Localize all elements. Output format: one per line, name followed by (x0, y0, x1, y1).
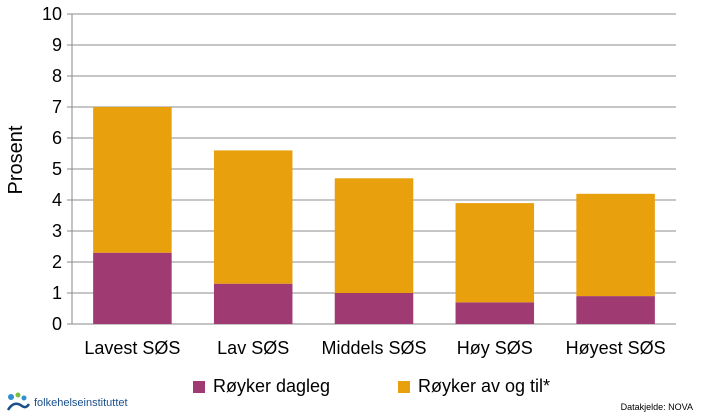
legend-swatch-daily (193, 380, 205, 393)
x-tick-label: Middels SØS (321, 338, 426, 358)
y-tick-label: 10 (42, 4, 62, 24)
logo-text: folkehelseinstituttet (34, 397, 128, 409)
legend-item-occasional: Røyker av og til* (398, 376, 550, 397)
bar-occasional (455, 203, 535, 303)
y-axis-ticks: 0 1 2 3 4 5 6 7 8 9 10 (42, 4, 73, 334)
bar-daily (455, 302, 535, 324)
bar-daily (334, 293, 414, 324)
y-tick-label: 8 (52, 66, 62, 86)
stacked-bar-chart: 0 1 2 3 4 5 6 7 8 9 10 Lavest SØS Lav SØS Middels SØ… (5, 4, 676, 358)
x-axis-labels: Lavest SØS Lav SØS Middels SØS Høy SØS Høyes… (84, 338, 665, 358)
x-tick-label: Høyest SØS (566, 338, 666, 358)
y-tick-label: 2 (52, 252, 62, 272)
data-source: Datakjelde: NOVA (620, 402, 693, 412)
y-tick-label: 7 (52, 97, 62, 117)
y-axis-title: Prosent (5, 125, 27, 194)
fhi-logo-icon (6, 392, 30, 411)
y-tick-label: 6 (52, 128, 62, 148)
legend-label-occasional: Røyker av og til* (418, 376, 551, 396)
bar-daily (93, 252, 172, 324)
logo: folkehelseinstituttet (6, 392, 128, 414)
y-tick-label: 1 (52, 283, 62, 303)
legend-swatch-occasional (398, 380, 410, 393)
bar-daily (213, 283, 293, 324)
x-tick-label: Høy SØS (457, 338, 533, 358)
y-tick-label: 0 (52, 314, 62, 334)
bar-occasional (334, 178, 414, 293)
bar-occasional (213, 150, 293, 284)
bar-occasional (93, 107, 172, 253)
y-tick-label: 9 (52, 35, 62, 55)
legend-item-daily: Røyker dagleg (193, 376, 330, 397)
y-tick-label: 5 (52, 159, 62, 179)
bar-daily (576, 296, 655, 324)
x-tick-label: Lavest SØS (84, 338, 180, 358)
y-tick-label: 3 (52, 221, 62, 241)
legend-label-daily: Røyker dagleg (213, 376, 331, 396)
bar-occasional (576, 193, 655, 297)
x-tick-label: Lav SØS (217, 338, 289, 358)
y-tick-label: 4 (52, 190, 62, 210)
bars (93, 107, 655, 324)
